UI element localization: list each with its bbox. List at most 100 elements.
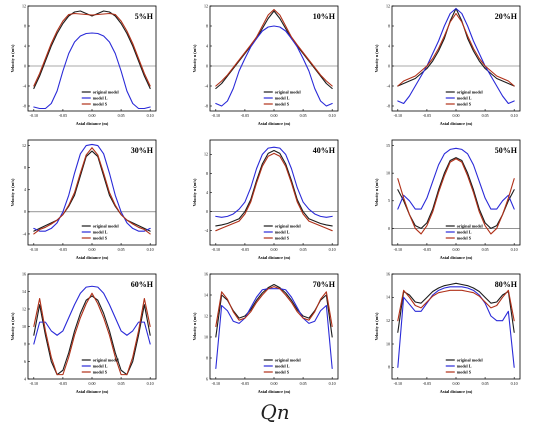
y-axis-label: Velocity u (m/s) xyxy=(192,178,197,206)
legend-label-model-s: model S xyxy=(457,101,472,106)
legend-label-model-s: model S xyxy=(275,369,290,374)
series-line-model-s xyxy=(397,158,515,235)
panel-title: 70%H xyxy=(313,280,336,289)
x-tick-label: 0.00 xyxy=(271,381,278,386)
x-tick-label: 0.05 xyxy=(482,247,489,252)
x-axis-label: Axial distance (m) xyxy=(440,389,473,394)
x-tick-label: -0.10 xyxy=(212,381,220,386)
velocity-panel: -0.10 -0.05 0.00 0.05 0.10 -8 -4 0 4 8 12 Axial dis… xyxy=(374,3,521,126)
series-line-original xyxy=(33,150,151,232)
y-tick-label: 8 xyxy=(206,171,208,176)
series-line-original xyxy=(215,10,333,90)
x-tick-label: 0.10 xyxy=(147,247,154,252)
legend-label-model-l: model L xyxy=(275,95,290,100)
x-tick-label: -0.05 xyxy=(241,247,249,252)
y-tick-label: 12 xyxy=(22,306,26,311)
y-tick-label: 4 xyxy=(24,376,26,381)
y-tick-label: 0 xyxy=(206,63,208,68)
y-tick-label: 12 xyxy=(22,3,26,8)
x-tick-label: -0.05 xyxy=(423,381,431,386)
y-tick-label: 4 xyxy=(206,190,208,195)
y-tick-label: 10 xyxy=(204,334,208,339)
y-tick-label: 4 xyxy=(24,43,26,48)
x-tick-label: 0.00 xyxy=(453,113,460,118)
x-tick-label: 0.05 xyxy=(118,247,125,252)
legend-label-original: original model xyxy=(457,89,484,94)
y-tick-label: 8 xyxy=(206,355,208,360)
x-axis-label: Axial distance (m) xyxy=(258,121,291,126)
series-line-original xyxy=(215,283,333,338)
x-tick-label: 0.10 xyxy=(511,113,518,118)
x-tick-label: -0.05 xyxy=(59,247,67,252)
figure-caption: Qn xyxy=(260,400,290,424)
y-tick-label: 14 xyxy=(204,292,208,297)
x-tick-label: -0.05 xyxy=(59,113,67,118)
y-tick-label: 12 xyxy=(22,143,26,148)
series-line-model-s xyxy=(33,292,151,376)
x-tick-label: -0.10 xyxy=(212,113,220,118)
x-tick-label: 0.05 xyxy=(118,381,125,386)
legend-label-original: original model xyxy=(93,357,120,362)
y-axis-label: Velocity u (m/s) xyxy=(10,178,15,206)
velocity-panel: -0.10 -0.05 0.00 0.05 0.10 8 10 12 14 16 Axial dis… xyxy=(374,271,521,394)
legend-label-original: original model xyxy=(93,223,120,228)
y-tick-label: 16 xyxy=(204,271,208,276)
y-tick-label: 0 xyxy=(206,209,208,214)
plot-frame xyxy=(27,5,157,112)
y-tick-label: 5 xyxy=(388,198,390,203)
x-tick-label: -0.10 xyxy=(30,247,38,252)
y-tick-label: 6 xyxy=(206,376,208,381)
y-tick-label: -4 xyxy=(387,83,390,88)
panel-title: 40%H xyxy=(313,146,336,155)
panel-title: 60%H xyxy=(131,280,154,289)
x-tick-label: 0.00 xyxy=(453,381,460,386)
legend-label-model-s: model S xyxy=(457,235,472,240)
y-tick-label: 6 xyxy=(24,359,26,364)
series-line-model-s xyxy=(397,289,515,322)
x-tick-label: 0.00 xyxy=(89,247,96,252)
panel-title: 80%H xyxy=(495,280,518,289)
legend-label-model-l: model L xyxy=(457,95,472,100)
plot-frame xyxy=(209,139,339,246)
legend-label-original: original model xyxy=(457,223,484,228)
y-tick-label: 10 xyxy=(22,324,26,329)
series-line-model-l xyxy=(215,288,333,370)
x-tick-label: 0.00 xyxy=(89,113,96,118)
series-line-model-s xyxy=(33,12,151,87)
series-line-model-l xyxy=(397,147,515,210)
series-line-model-l xyxy=(397,7,515,105)
panel-title: 10%H xyxy=(313,12,336,21)
y-tick-label: 4 xyxy=(388,43,390,48)
legend-label-original: original model xyxy=(275,223,302,228)
x-tick-label: 0.10 xyxy=(147,381,154,386)
velocity-panel: -0.10 -0.05 0.00 0.05 0.10 -4 0 4 8 12 Axial dista… xyxy=(10,139,157,260)
legend-label-model-s: model S xyxy=(457,369,472,374)
legend-label-model-l: model L xyxy=(457,363,472,368)
velocity-panel: -0.10 -0.05 0.00 0.05 0.10 -4 0 4 8 12 Axial dista… xyxy=(192,139,339,260)
x-tick-label: 0.05 xyxy=(482,113,489,118)
x-tick-label: 0.10 xyxy=(511,381,518,386)
panel-title: 50%H xyxy=(495,146,518,155)
x-axis-label: Axial distance (m) xyxy=(76,389,109,394)
y-tick-label: 12 xyxy=(204,3,208,8)
y-tick-label: 0 xyxy=(388,63,390,68)
velocity-panel: -0.10 -0.05 0.00 0.05 0.10 4 6 8 10 12 14 16 Axial d… xyxy=(10,271,157,394)
velocity-panel: -0.10 -0.05 0.00 0.05 0.10 -8 -4 0 4 8 12 Axial dis… xyxy=(10,3,157,126)
x-axis-label: Axial distance (m) xyxy=(440,121,473,126)
legend-label-model-l: model L xyxy=(93,95,108,100)
x-axis-label: Axial distance (m) xyxy=(76,255,109,260)
x-tick-label: 0.00 xyxy=(453,247,460,252)
y-axis-label: Velocity u (m/s) xyxy=(10,312,15,340)
y-tick-label: 8 xyxy=(24,23,26,28)
series-line-model-s xyxy=(33,147,151,235)
x-tick-label: 0.05 xyxy=(300,381,307,386)
x-tick-label: -0.05 xyxy=(241,381,249,386)
y-tick-label: -4 xyxy=(205,228,208,233)
y-tick-label: 10 xyxy=(386,171,390,176)
y-tick-label: 16 xyxy=(386,271,390,276)
legend-label-model-s: model S xyxy=(275,101,290,106)
y-tick-label: 8 xyxy=(206,23,208,28)
series-line-original xyxy=(397,282,515,333)
y-tick-label: 12 xyxy=(386,3,390,8)
x-tick-label: -0.05 xyxy=(423,113,431,118)
